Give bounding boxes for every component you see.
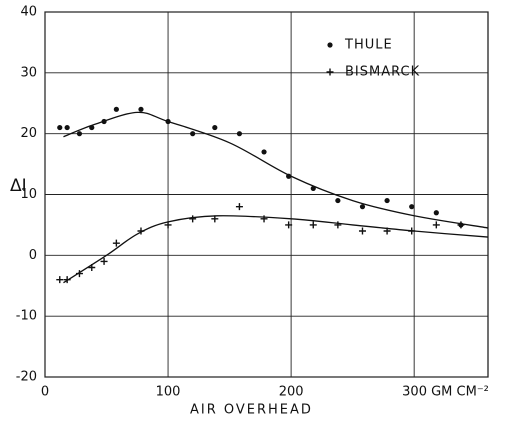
data-point <box>101 118 107 125</box>
data-point <box>457 221 465 229</box>
x-tick-label: 300 GM CM⁻² <box>402 385 489 400</box>
data-point <box>261 149 267 155</box>
data-point <box>310 185 316 192</box>
data-point <box>190 131 196 137</box>
data-point <box>433 210 439 216</box>
data-point <box>334 221 342 229</box>
data-point <box>165 118 171 125</box>
data-point <box>383 227 391 235</box>
y-tick-label: 0 <box>29 248 37 263</box>
x-tick-label: 100 <box>156 385 181 400</box>
data-point <box>335 197 341 204</box>
data-point <box>309 221 317 229</box>
fit-curve <box>63 111 489 229</box>
data-point <box>285 221 293 229</box>
data-point <box>432 221 440 229</box>
data-point <box>138 106 144 112</box>
data-point <box>112 239 120 247</box>
data-point <box>75 270 83 278</box>
fit-curve <box>63 215 489 284</box>
data-point <box>164 221 172 229</box>
data-point <box>88 264 96 271</box>
data-point <box>100 257 108 265</box>
y-tick-label: 40 <box>20 5 37 20</box>
data-point <box>189 215 197 223</box>
y-tick-label: 20 <box>20 126 37 141</box>
x-tick-label: 0 <box>41 385 49 400</box>
y-tick-label: 10 <box>20 187 37 202</box>
data-point <box>359 204 366 210</box>
legend-marker <box>326 68 334 76</box>
data-point <box>408 227 416 235</box>
x-axis-label: AIR OVERHEAD <box>190 403 313 418</box>
data-point <box>235 203 243 211</box>
data-point <box>137 227 145 235</box>
data-point <box>56 276 64 284</box>
y-tick-label: -10 <box>16 309 37 324</box>
y-tick-label: -20 <box>16 370 37 385</box>
data-point <box>384 197 390 204</box>
data-point <box>57 124 63 131</box>
data-point <box>211 215 219 223</box>
data-point <box>64 124 70 131</box>
data-point <box>212 124 218 131</box>
legend-marker <box>327 42 333 48</box>
data-point <box>409 204 415 210</box>
legend-label: BISMARCK <box>345 65 420 80</box>
data-point <box>76 131 83 137</box>
data-point <box>236 131 243 137</box>
y-axis-label: ΔI <box>10 176 27 196</box>
data-point <box>260 215 268 223</box>
data-point <box>63 276 71 284</box>
x-tick-label: 200 <box>279 385 304 400</box>
data-point <box>358 227 366 235</box>
data-point <box>286 173 292 179</box>
data-point <box>113 106 119 112</box>
legend-label: THULE <box>344 38 393 53</box>
data-point <box>89 124 95 131</box>
y-tick-label: 30 <box>20 65 37 80</box>
